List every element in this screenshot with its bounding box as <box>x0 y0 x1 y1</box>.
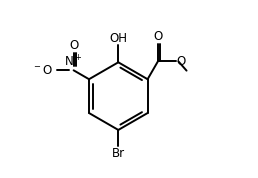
Text: OH: OH <box>109 32 127 44</box>
Text: Br: Br <box>112 147 125 160</box>
Text: O: O <box>153 30 163 43</box>
Text: O: O <box>176 55 186 68</box>
Text: N$^+$: N$^+$ <box>64 54 83 69</box>
Text: O: O <box>69 39 78 52</box>
Text: $^-$O: $^-$O <box>32 64 53 77</box>
